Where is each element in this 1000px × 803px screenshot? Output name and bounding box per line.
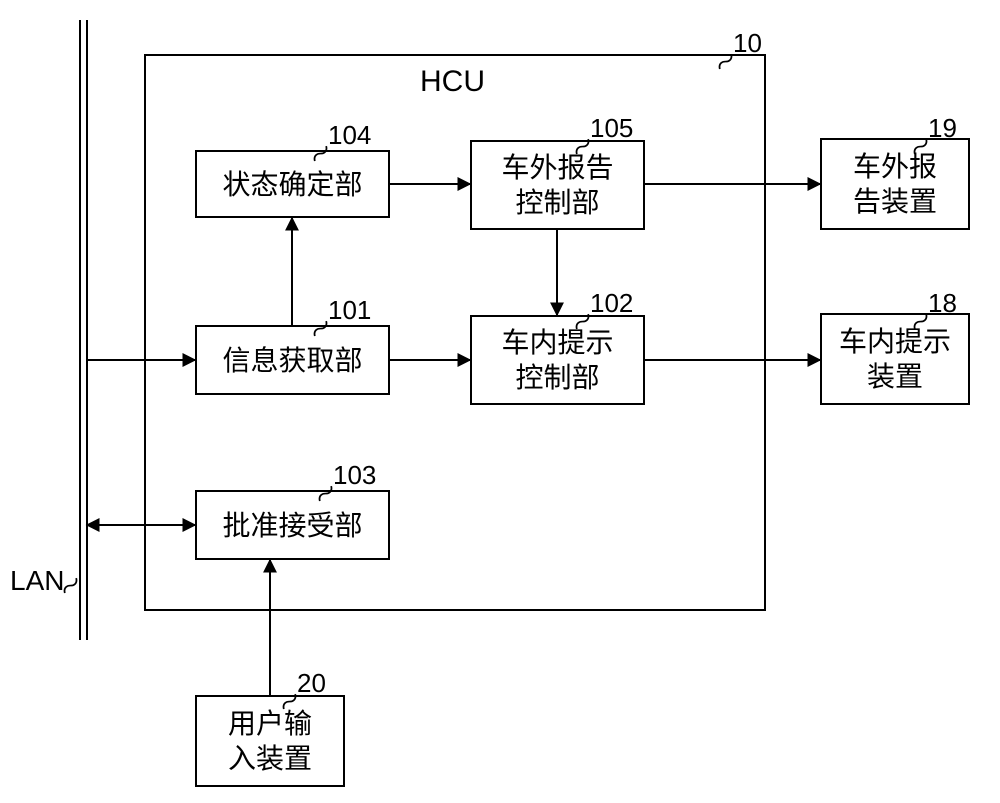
node-ref-n102: 102 (590, 288, 633, 319)
container-ref-label: 10 (733, 28, 762, 59)
node-label: 车外报告控制部 (501, 150, 613, 220)
node-ref-n20: 20 (297, 668, 326, 699)
node-ref-n103: 103 (333, 460, 376, 491)
node-ref-n101: 101 (328, 295, 371, 326)
node-n105: 车外报告控制部 (470, 140, 645, 230)
node-ref-n19: 19 (928, 113, 957, 144)
hcu-title: HCU (420, 65, 485, 99)
node-label: 车内提示装置 (839, 324, 951, 394)
node-n102: 车内提示控制部 (470, 315, 645, 405)
node-label: 批准接受部 (222, 508, 362, 543)
node-n101: 信息获取部 (195, 325, 390, 395)
node-n20: 用户输入装置 (195, 695, 345, 787)
node-label: 状态确定部 (222, 167, 362, 202)
node-label: 车内提示控制部 (501, 325, 613, 395)
node-n19: 车外报告装置 (820, 138, 970, 230)
node-n104: 状态确定部 (195, 150, 390, 218)
node-n103: 批准接受部 (195, 490, 390, 560)
node-ref-n105: 105 (590, 113, 633, 144)
node-ref-n18: 18 (928, 288, 957, 319)
node-ref-n104: 104 (328, 120, 371, 151)
node-n18: 车内提示装置 (820, 313, 970, 405)
node-label: 用户输入装置 (228, 706, 312, 776)
node-label: 信息获取部 (222, 343, 362, 378)
